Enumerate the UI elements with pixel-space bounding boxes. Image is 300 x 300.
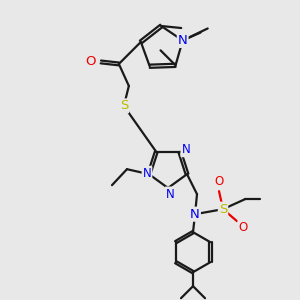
Text: O: O <box>238 221 247 234</box>
Text: O: O <box>85 56 96 68</box>
Text: N: N <box>142 167 152 180</box>
Text: O: O <box>214 175 224 188</box>
Text: S: S <box>219 203 227 216</box>
Text: N: N <box>182 143 190 156</box>
Text: N: N <box>178 34 188 47</box>
Text: N: N <box>190 208 200 221</box>
Text: S: S <box>120 99 128 112</box>
Text: N: N <box>166 188 174 200</box>
